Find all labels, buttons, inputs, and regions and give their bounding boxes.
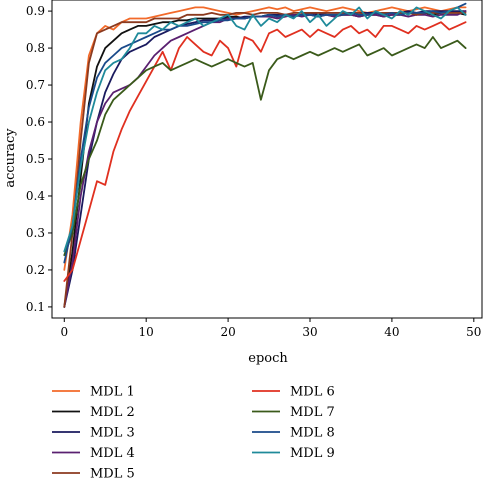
x-tick-label: 0 (60, 325, 68, 339)
series-layer (63, 2, 467, 308)
y-tick-label: 0.5 (26, 152, 45, 166)
legend: MDL 1 MDL 2 MDL 3 MDL 4 MDL 5 MDL 6 MDL 7 MDL 8… (52, 385, 335, 480)
y-tick-label: 0.2 (26, 263, 45, 277)
legend-label-mdl-7: MDL 7 (290, 405, 335, 420)
y-tick-label: 0.9 (26, 4, 45, 18)
legend-label-mdl-9: MDL 9 (290, 446, 335, 461)
y-tick-label: 0.7 (26, 78, 45, 92)
legend-label-mdl-4: MDL 4 (90, 446, 135, 461)
y-axis-ticks: 0.1 0.2 0.3 0.4 0.5 0.6 0.7 0.8 0.9 (26, 4, 52, 314)
y-tick-label: 0.1 (26, 300, 45, 314)
y-tick-label: 0.6 (26, 115, 45, 129)
y-tick-label: 0.3 (26, 226, 45, 240)
legend-label-mdl-3: MDL 3 (90, 426, 135, 441)
series-line-mdl-6 (63, 21, 467, 282)
y-axis-label: accuracy (3, 128, 18, 188)
plot-frame (51, 0, 483, 319)
legend-label-mdl-5: MDL 5 (90, 467, 135, 480)
legend-label-mdl-1: MDL 1 (90, 385, 135, 400)
x-tick-label: 10 (139, 325, 154, 339)
series-line-mdl-1 (63, 6, 467, 271)
series-line-mdl-7 (63, 36, 467, 257)
legend-label-mdl-8: MDL 8 (290, 426, 335, 441)
x-tick-label: 30 (302, 325, 317, 339)
x-tick-label: 40 (384, 325, 399, 339)
legend-label-mdl-2: MDL 2 (90, 405, 135, 420)
y-tick-label: 0.8 (26, 41, 45, 55)
x-axis-ticks: 0 10 20 30 40 50 (60, 318, 481, 339)
x-tick-label: 50 (466, 325, 481, 339)
series-line-mdl-9 (63, 6, 467, 253)
legend-label-mdl-6: MDL 6 (290, 385, 335, 400)
x-tick-label: 20 (220, 325, 235, 339)
x-axis-label: epoch (248, 351, 288, 366)
y-tick-label: 0.4 (26, 189, 45, 203)
